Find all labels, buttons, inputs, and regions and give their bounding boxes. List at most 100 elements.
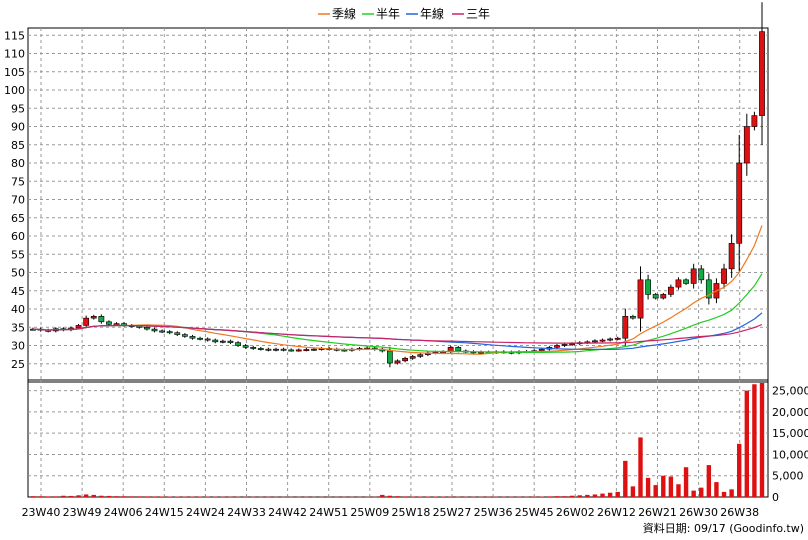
candle-up [690, 268, 697, 284]
volume-bar [152, 496, 157, 497]
volume-bar [554, 496, 560, 497]
candle-up [728, 243, 735, 270]
ma-quarter-line [32, 225, 763, 355]
volume-bar [577, 495, 582, 497]
volume-bar [630, 486, 636, 497]
candle-up [561, 344, 568, 346]
candle-up [219, 340, 226, 343]
volume-bar [714, 482, 719, 497]
volume-bar [304, 496, 309, 498]
x-tick-label: 25W45 [515, 506, 554, 519]
volume-tick-label: 25,000 [772, 385, 808, 398]
price-tick-label: 55 [11, 248, 25, 261]
volume-bar [440, 496, 446, 498]
candle-down [698, 268, 705, 281]
candle-up [409, 356, 416, 359]
price-tick-label: 50 [11, 267, 25, 280]
volume-bar [114, 496, 119, 497]
volume-bar [266, 496, 271, 498]
legend-label: 年線 [420, 6, 444, 21]
price-tick-label: 90 [11, 121, 25, 134]
volume-bar [342, 496, 347, 498]
volume-bar [288, 496, 294, 498]
legend-label: 半年 [376, 7, 400, 21]
x-tick-label: 26W12 [597, 506, 636, 519]
candle-up [402, 357, 408, 362]
volume-bar [99, 495, 104, 497]
candle-up [417, 354, 424, 357]
volume-bar [509, 496, 514, 498]
volume-bar [562, 496, 567, 497]
volume-bar [486, 496, 491, 498]
volume-bar [273, 496, 279, 498]
x-tick-label: 24W51 [309, 506, 348, 519]
x-tick-label: 26W21 [638, 506, 677, 519]
volume-bar [585, 494, 590, 497]
volume-bar [83, 494, 89, 497]
candle-up [569, 343, 576, 346]
x-tick-label: 24W33 [227, 506, 266, 519]
volume-bar [387, 495, 393, 497]
candle-down [683, 279, 689, 284]
candle-down [106, 321, 112, 325]
volume-bar [661, 475, 666, 497]
ma-threeyear-line [32, 323, 763, 344]
volume-bar [752, 384, 757, 497]
x-tick-label: 25W27 [433, 506, 472, 519]
volume-bar [228, 496, 233, 498]
legend-label: 季線 [332, 6, 356, 21]
price-tick-label: 100 [4, 84, 25, 97]
candle-down [235, 342, 241, 346]
candle-up [303, 349, 310, 352]
candle-up [721, 268, 727, 284]
price-tick-label: 40 [11, 303, 25, 316]
candle-down [387, 350, 393, 364]
candle-up [394, 360, 401, 364]
volume-bar [167, 496, 172, 497]
volume-bar [516, 496, 522, 498]
price-tick-label: 25 [11, 358, 25, 371]
volume-bar [425, 496, 431, 498]
candle-up [295, 349, 302, 352]
candle-down [705, 279, 712, 299]
volume-bar [456, 496, 461, 498]
candle-up [90, 316, 97, 319]
candle-up [637, 279, 644, 319]
price-tick-label: 80 [11, 157, 25, 170]
volume-bar [691, 490, 696, 497]
volume-bar [106, 495, 112, 497]
candle-down [265, 348, 272, 351]
volume-bar [463, 496, 469, 498]
volume-bar [380, 494, 385, 497]
volume-tick-label: 15,000 [772, 427, 808, 440]
volume-bar [524, 496, 529, 498]
candle-down [204, 338, 211, 341]
volume-bar [76, 495, 81, 497]
volume-bar [144, 496, 150, 497]
volume-bar [251, 496, 256, 498]
candle-up [592, 340, 598, 343]
x-tick-label: 24W24 [186, 506, 225, 519]
candle-down [189, 336, 196, 339]
volume-bar [334, 496, 339, 498]
price-plot-frame [27, 27, 769, 383]
candle-down [288, 349, 295, 352]
candle-down [174, 332, 181, 335]
candle-down [280, 348, 287, 351]
volume-bar [326, 496, 332, 498]
volume-bar [592, 494, 598, 497]
x-tick-label: 23W40 [22, 506, 61, 519]
volume-bar [668, 476, 674, 497]
x-tick-label: 26W38 [720, 506, 759, 519]
candle-down [630, 316, 636, 319]
volume-bar [91, 494, 96, 497]
volume-bar [205, 496, 210, 498]
volume-bar [744, 390, 750, 497]
volume-bar [281, 496, 286, 498]
candle-up [622, 316, 629, 339]
volume-bar [547, 496, 552, 497]
candle-down [197, 337, 203, 340]
volume-bar [494, 496, 499, 498]
candle-up [554, 345, 560, 348]
